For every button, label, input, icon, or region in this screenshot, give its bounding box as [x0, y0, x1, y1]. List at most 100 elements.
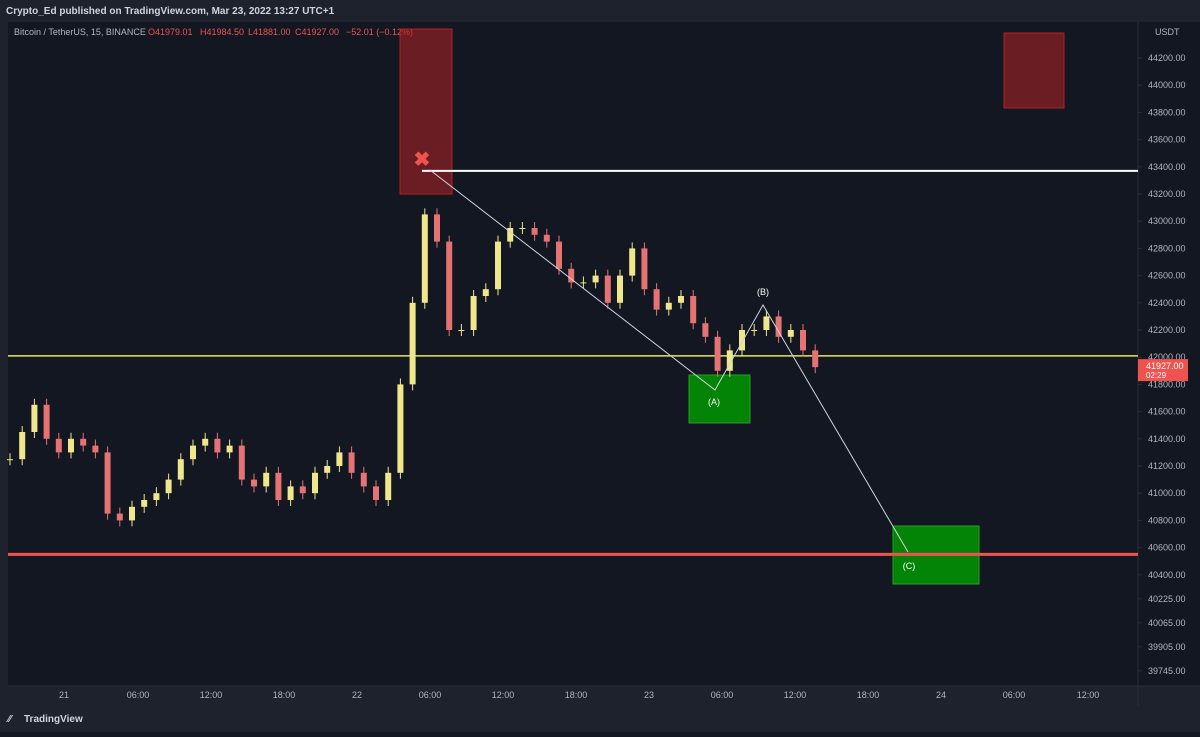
candle — [55, 438, 62, 453]
candle — [434, 214, 440, 242]
candle — [348, 452, 355, 473]
price-tick-label: 41800.00 — [1148, 379, 1186, 389]
candle — [19, 432, 26, 460]
price-tick-label: 41600.00 — [1148, 407, 1186, 417]
candle — [690, 296, 697, 324]
chart-pane — [8, 22, 1138, 686]
candle — [31, 404, 38, 432]
price-tick-label: 44200.00 — [1148, 53, 1186, 63]
candle — [153, 493, 160, 500]
supply-zone — [399, 28, 453, 195]
change: −52.01 (−0.12%) — [346, 27, 413, 37]
candle — [726, 350, 733, 371]
last-price: 41927.00 — [1146, 361, 1184, 371]
candle — [214, 438, 221, 453]
time-tick-label: 06:00 — [711, 690, 734, 700]
candle — [653, 289, 660, 310]
price-tick-label: 39905.00 — [1148, 642, 1186, 652]
candle — [263, 472, 270, 487]
candle — [763, 316, 770, 330]
candle — [177, 459, 184, 480]
candle — [190, 445, 196, 460]
wave-label: (A) — [708, 397, 720, 407]
candle — [580, 282, 587, 284]
candle — [617, 275, 623, 303]
candle — [299, 486, 306, 494]
time-tick-label: 22 — [352, 690, 362, 700]
price-axis-pane — [1138, 22, 1200, 686]
time-tick-label: 12:00 — [784, 690, 807, 700]
candle — [226, 445, 233, 453]
candle — [519, 228, 526, 229]
time-tick-label: 12:00 — [1077, 690, 1100, 700]
candle — [641, 248, 648, 290]
price-tick-label: 43600.00 — [1148, 135, 1186, 145]
candle — [116, 513, 123, 521]
price-tick-label: 41000.00 — [1148, 488, 1186, 498]
open: O41979.01 — [148, 27, 193, 37]
candle — [446, 241, 453, 330]
time-tick-label: 18:00 — [565, 690, 588, 700]
close: C41927.00 — [295, 27, 339, 37]
price-tick-label: 43000.00 — [1148, 216, 1186, 226]
time-tick-label: 23 — [644, 690, 654, 700]
price-tick-label: 44000.00 — [1148, 80, 1186, 90]
candle — [7, 459, 13, 461]
candle — [739, 330, 745, 351]
candle — [531, 228, 538, 235]
candle — [324, 466, 331, 473]
candle — [800, 330, 806, 351]
candle — [141, 500, 148, 507]
candle — [165, 479, 172, 494]
candle — [507, 228, 514, 242]
supply-zone — [1003, 32, 1065, 109]
candle — [129, 506, 135, 521]
candle — [385, 472, 392, 500]
candle — [360, 472, 367, 487]
candle — [238, 445, 245, 480]
symbol: Bitcoin / TetherUS, 15, BINANCE — [14, 27, 146, 37]
high: H41984.50 — [200, 27, 244, 37]
candle — [812, 350, 819, 368]
wave-label: (B) — [757, 287, 769, 297]
time-tick-label: 12:00 — [200, 690, 223, 700]
time-tick-label: 18:00 — [857, 690, 880, 700]
last-price-tag — [1138, 359, 1188, 382]
publisher: Crypto_Ed published on TradingView.com, … — [6, 6, 335, 17]
candle — [665, 302, 672, 310]
price-tick-label: 39745.00 — [1148, 666, 1186, 676]
price-tick-label: 40600.00 — [1148, 543, 1186, 553]
price-tick-label: 41200.00 — [1148, 461, 1186, 471]
brand: TradingView — [24, 714, 83, 725]
price-tick-label: 43800.00 — [1148, 107, 1186, 117]
candle — [80, 438, 87, 446]
candle — [68, 438, 74, 453]
candle — [702, 323, 709, 337]
wave-projection — [429, 169, 909, 553]
candle — [458, 330, 465, 331]
price-tick-label: 40065.00 — [1148, 618, 1186, 628]
candle — [104, 452, 111, 514]
candle — [543, 234, 550, 242]
candle — [714, 336, 721, 371]
logo: ⁄⁄ — [6, 714, 14, 725]
time-tick-label: 06:00 — [1003, 690, 1026, 700]
candle — [787, 330, 794, 337]
candle — [312, 472, 318, 494]
price-tick-label: 41400.00 — [1148, 434, 1186, 444]
time-tick-label: 12:00 — [492, 690, 515, 700]
low: L41881.00 — [248, 27, 291, 37]
time-tick-label: 24 — [936, 690, 946, 700]
price-tick-label: 43200.00 — [1148, 189, 1186, 199]
candle — [604, 275, 611, 303]
countdown: 02:29 — [1146, 371, 1167, 380]
candle — [678, 296, 684, 303]
time-tick-label: 06:00 — [419, 690, 442, 700]
candle — [251, 479, 257, 487]
price-tick-label: 43400.00 — [1148, 162, 1186, 172]
price-tick-label: 42800.00 — [1148, 243, 1186, 253]
candle — [482, 289, 489, 296]
candle — [287, 486, 294, 500]
candle — [92, 445, 99, 453]
